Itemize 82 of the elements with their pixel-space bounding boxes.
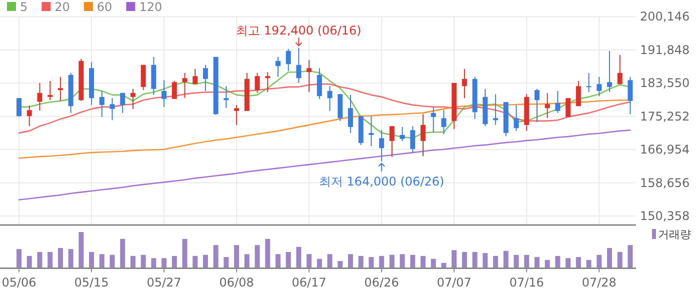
- bar: [586, 260, 592, 268]
- bar: [26, 256, 32, 268]
- bar: [202, 254, 208, 268]
- bar: [503, 250, 508, 268]
- bar: [316, 258, 322, 268]
- bar: [162, 258, 167, 268]
- bar: [306, 254, 312, 268]
- x-tick-label: 06/26: [364, 275, 399, 289]
- bar: [368, 257, 374, 268]
- y-tick-label: 150,358: [640, 208, 690, 223]
- bar: [120, 238, 126, 268]
- bar: [338, 261, 343, 268]
- bar: [358, 256, 364, 268]
- x-tick-label: 07/28: [582, 275, 616, 289]
- x-tick-label: 06/08: [219, 275, 254, 289]
- bar: [224, 257, 229, 268]
- bar: [172, 256, 177, 268]
- bar: [389, 254, 394, 268]
- bar: [555, 256, 560, 268]
- bar: [596, 254, 602, 268]
- x-tick-label: 05/27: [146, 275, 182, 289]
- bar: [493, 256, 498, 268]
- bar: [379, 256, 384, 268]
- x-tick-label: 06/17: [292, 275, 326, 289]
- bar: [68, 249, 74, 268]
- legend-label: 5: [20, 0, 28, 14]
- annotation: 최고 192,400 (06/16): [236, 24, 362, 38]
- bar: [140, 254, 146, 268]
- bar: [566, 258, 571, 268]
- bar: [348, 254, 354, 268]
- bar: [192, 256, 198, 268]
- bar: [482, 253, 488, 268]
- x-tick-label: 07/16: [509, 275, 544, 289]
- bar: [628, 245, 633, 268]
- bar: [286, 252, 291, 268]
- y-tick-label: 175,252: [640, 109, 690, 124]
- bar: [534, 257, 540, 268]
- bar: [99, 254, 104, 268]
- legend-label: 거래량: [658, 228, 691, 241]
- bar: [130, 256, 136, 268]
- bar: [462, 252, 467, 268]
- bar: [607, 248, 612, 268]
- bar: [89, 252, 94, 268]
- bar: [327, 254, 332, 268]
- bar: [472, 252, 478, 268]
- bar: [265, 238, 270, 268]
- bar: [58, 248, 63, 268]
- bar: [182, 238, 188, 268]
- bar: [296, 246, 302, 268]
- legend-label: 60: [96, 0, 112, 14]
- x-tick-label: 05/15: [74, 275, 109, 289]
- bar: [16, 249, 22, 268]
- x-tick-label: 07/07: [436, 275, 472, 289]
- bar: [48, 252, 53, 268]
- bar: [151, 258, 156, 268]
- bar: [244, 254, 250, 268]
- y-tick-label: 191,848: [640, 42, 690, 57]
- bar: [110, 254, 115, 268]
- bar: [514, 254, 519, 268]
- y-tick-label: 200,146: [640, 10, 690, 24]
- bar: [617, 252, 622, 268]
- bar: [213, 245, 218, 268]
- y-tick-label: 166,954: [640, 142, 690, 157]
- bar: [452, 250, 457, 268]
- y-tick-label: 158,656: [640, 176, 690, 190]
- y-tick-label: 183,550: [640, 76, 690, 90]
- bar: [78, 232, 84, 268]
- x-tick-label: 05/06: [2, 275, 36, 289]
- bar: [37, 252, 42, 268]
- bar: [400, 254, 405, 268]
- bar: [410, 254, 416, 268]
- legend-label: 120: [139, 0, 162, 14]
- annotation: 최저 164,000 (06/26): [319, 174, 444, 188]
- bar: [576, 257, 581, 268]
- bar: [254, 245, 260, 268]
- bar: [430, 258, 436, 268]
- bar: [420, 256, 426, 268]
- legend-label: 20: [54, 0, 70, 14]
- bar: [234, 245, 240, 268]
- bar: [524, 254, 530, 268]
- bar: [276, 254, 280, 268]
- bar: [544, 260, 550, 268]
